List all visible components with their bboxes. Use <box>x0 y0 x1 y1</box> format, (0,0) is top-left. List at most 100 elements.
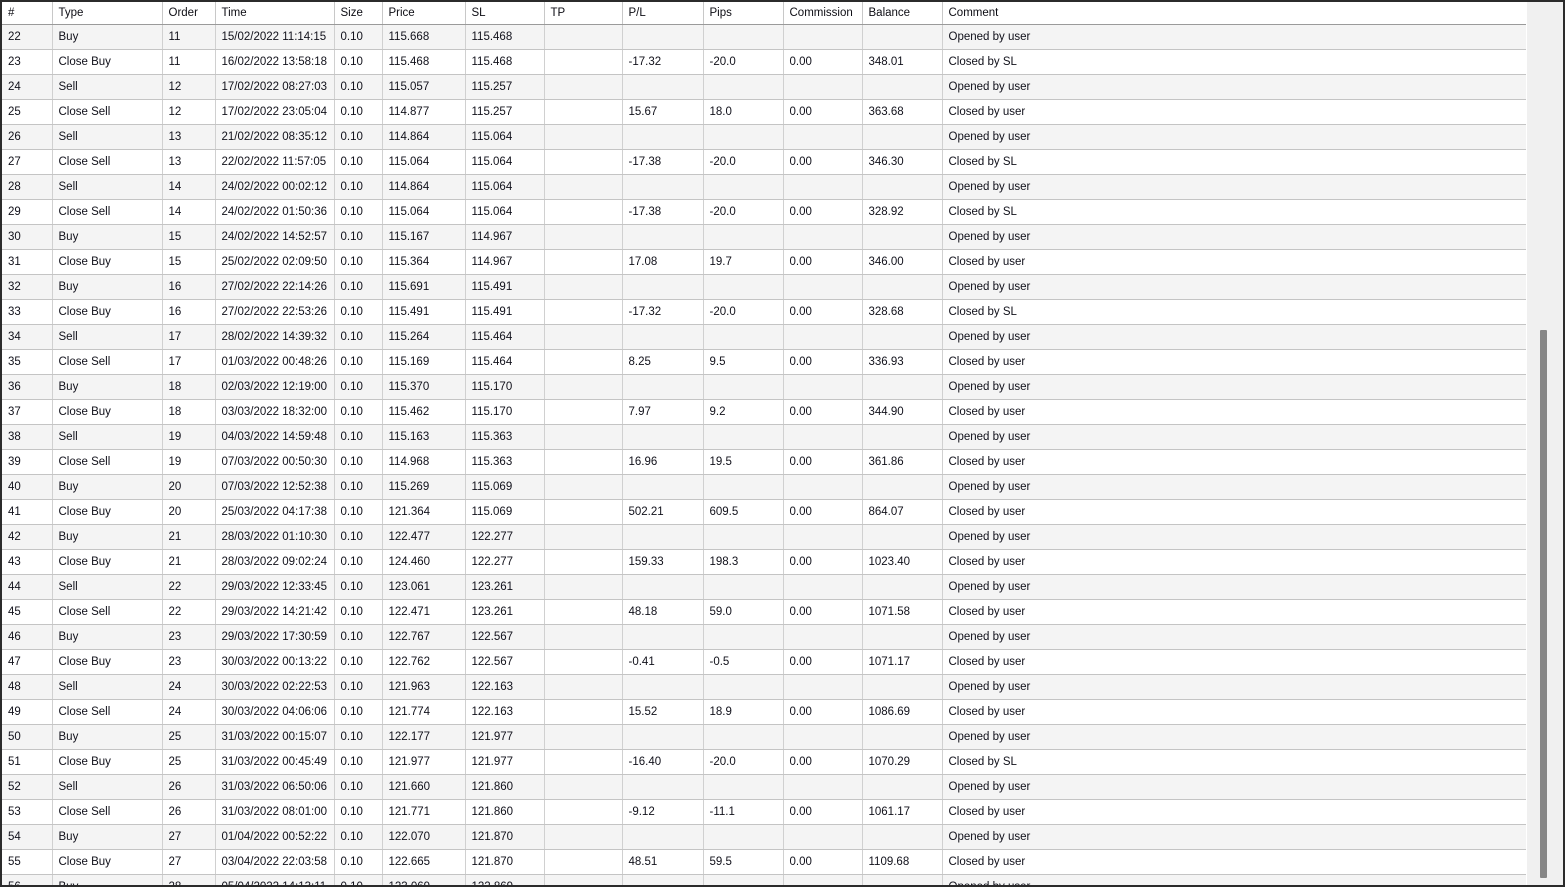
cell-tp <box>544 249 623 275</box>
cell-num: 36 <box>2 374 53 400</box>
table-body: 22 Buy 11 15/02/2022 11:14:15 0.10 115.668 115… <box>2 24 1527 885</box>
cell-price: 122.477 <box>382 524 466 550</box>
table-row[interactable]: 33 Close Buy 16 27/02/2022 22:53:26 0.10 115.… <box>2 299 1527 325</box>
table-row[interactable]: 38 Sell 19 04/03/2022 14:59:48 0.10 115.163 11… <box>2 424 1527 450</box>
scrollbar-page-down-track[interactable] <box>1527 878 1563 885</box>
scrollbar-page-up-track[interactable] <box>1527 2 1563 330</box>
table-row[interactable]: 29 Close Sell 14 24/02/2022 01:50:36 0.10 115… <box>2 199 1527 225</box>
cell-balance: 1071.58 <box>862 599 943 625</box>
cell-type: Close Sell <box>52 449 163 475</box>
table-row[interactable]: 44 Sell 22 29/03/2022 12:33:45 0.10 123.061 12… <box>2 574 1527 600</box>
column-header-balance[interactable]: Balance <box>862 2 943 25</box>
table-row[interactable]: 45 Close Sell 22 29/03/2022 14:21:42 0.10 122… <box>2 599 1527 625</box>
table-row[interactable]: 27 Close Sell 13 22/02/2022 11:57:05 0.10 115… <box>2 149 1527 175</box>
column-header-price[interactable]: Price <box>382 2 466 25</box>
table-row[interactable]: 49 Close Sell 24 30/03/2022 04:06:06 0.10 121… <box>2 699 1527 725</box>
cell-comm <box>783 774 863 800</box>
cell-balance <box>862 874 943 885</box>
cell-price: 123.061 <box>382 574 466 600</box>
cell-num: 29 <box>2 199 53 225</box>
column-header-time[interactable]: Time <box>215 2 335 25</box>
column-header-pl[interactable]: P/L <box>622 2 704 25</box>
column-header-num[interactable]: # <box>2 2 53 25</box>
table-row[interactable]: 48 Sell 24 30/03/2022 02:22:53 0.10 121.963 12… <box>2 674 1527 700</box>
table-row[interactable]: 37 Close Buy 18 03/03/2022 18:32:00 0.10 115.… <box>2 399 1527 425</box>
cell-sl: 121.860 <box>465 774 545 800</box>
table-row[interactable]: 28 Sell 14 24/02/2022 00:02:12 0.10 114.864 11… <box>2 174 1527 200</box>
table-row[interactable]: 24 Sell 12 17/02/2022 08:27:03 0.10 115.057 11… <box>2 74 1527 100</box>
table-row[interactable]: 36 Buy 18 02/03/2022 12:19:00 0.10 115.370 115… <box>2 374 1527 400</box>
cell-time: 01/04/2022 00:52:22 <box>215 824 335 850</box>
table-row[interactable]: 52 Sell 26 31/03/2022 06:50:06 0.10 121.660 12… <box>2 774 1527 800</box>
column-header-comment[interactable]: Comment <box>942 2 1527 25</box>
table-row[interactable]: 26 Sell 13 21/02/2022 08:35:12 0.10 114.864 11… <box>2 124 1527 150</box>
cell-balance: 361.86 <box>862 449 943 475</box>
table-row[interactable]: 56Buy2805/04/2022 14:13:110.10123.069122… <box>2 874 1527 885</box>
cell-comment: Closed by SL <box>942 49 1527 75</box>
table-row[interactable]: 51 Close Buy 25 31/03/2022 00:45:49 0.10 121.… <box>2 749 1527 775</box>
column-header-tp[interactable]: TP <box>544 2 623 25</box>
table-row[interactable]: 54 Buy 27 01/04/2022 00:52:22 0.10 122.070 121… <box>2 824 1527 850</box>
table-row[interactable]: 53 Close Sell 26 31/03/2022 08:01:00 0.10 121… <box>2 799 1527 825</box>
cell-pl: -17.38 <box>622 149 704 175</box>
column-header-comm[interactable]: Commission <box>783 2 863 25</box>
cell-comment: Opened by user <box>942 824 1527 850</box>
cell-tp <box>544 224 623 250</box>
table-row[interactable]: 30 Buy 15 24/02/2022 14:52:57 0.10 115.167 114… <box>2 224 1527 250</box>
cell-time: 28/03/2022 01:10:30 <box>215 524 335 550</box>
table-row[interactable]: 25 Close Sell 12 17/02/2022 23:05:04 0.10 114… <box>2 99 1527 125</box>
cell-order: 22 <box>162 599 216 625</box>
column-header-pips[interactable]: Pips <box>703 2 784 25</box>
table-row[interactable]: 31 Close Buy 15 25/02/2022 02:09:50 0.10 115.… <box>2 249 1527 275</box>
column-header-size[interactable]: Size <box>334 2 383 25</box>
table-row[interactable]: 46 Buy 23 29/03/2022 17:30:59 0.10 122.767 122… <box>2 624 1527 650</box>
cell-type: Close Buy <box>52 399 163 425</box>
table-row[interactable]: 39 Close Sell 19 07/03/2022 00:50:30 0.10 114… <box>2 449 1527 475</box>
cell-order: 17 <box>162 349 216 375</box>
cell-tp <box>544 724 623 750</box>
cell-type: Buy <box>52 874 163 885</box>
table-row[interactable]: 47 Close Buy 23 30/03/2022 00:13:22 0.10 122.… <box>2 649 1527 675</box>
table-row[interactable]: 41 Close Buy 20 25/03/2022 04:17:38 0.10 121.… <box>2 499 1527 525</box>
cell-tp <box>544 49 623 75</box>
cell-pips <box>703 474 784 500</box>
cell-tp <box>544 849 623 875</box>
cell-num: 38 <box>2 424 53 450</box>
cell-price: 114.864 <box>382 124 466 150</box>
table-row[interactable]: 50 Buy 25 31/03/2022 00:15:07 0.10 122.177 121… <box>2 724 1527 750</box>
column-header-type[interactable]: Type <box>52 2 163 25</box>
table-row[interactable]: 35 Close Sell 17 01/03/2022 00:48:26 0.10 115… <box>2 349 1527 375</box>
scrollbar-thumb[interactable] <box>1540 330 1547 878</box>
cell-comment: Closed by SL <box>942 749 1527 775</box>
cell-size: 0.10 <box>334 424 383 450</box>
table-row[interactable]: 22 Buy 11 15/02/2022 11:14:15 0.10 115.668 115… <box>2 24 1527 50</box>
cell-sl: 115.064 <box>465 124 545 150</box>
table-row[interactable]: 42 Buy 21 28/03/2022 01:10:30 0.10 122.477 122… <box>2 524 1527 550</box>
cell-num: 31 <box>2 249 53 275</box>
cell-time: 17/02/2022 23:05:04 <box>215 99 335 125</box>
table-row[interactable]: 43 Close Buy 21 28/03/2022 09:02:24 0.10 124.… <box>2 549 1527 575</box>
cell-order: 15 <box>162 224 216 250</box>
vertical-scrollbar[interactable] <box>1526 2 1563 885</box>
table-row[interactable]: 23 Close Buy 11 16/02/2022 13:58:18 0.10 115.… <box>2 49 1527 75</box>
table-row[interactable]: 32 Buy 16 27/02/2022 22:14:26 0.10 115.691 115… <box>2 274 1527 300</box>
cell-pl <box>622 424 704 450</box>
cell-balance <box>862 674 943 700</box>
cell-pips <box>703 24 784 50</box>
cell-comment: Opened by user <box>942 574 1527 600</box>
cell-pl: 502.21 <box>622 499 704 525</box>
column-header-sl[interactable]: SL <box>465 2 545 25</box>
table-row[interactable]: 34 Sell 17 28/02/2022 14:39:32 0.10 115.264 11… <box>2 324 1527 350</box>
table-row[interactable]: 40 Buy 20 07/03/2022 12:52:38 0.10 115.269 115… <box>2 474 1527 500</box>
column-header-order[interactable]: Order <box>162 2 216 25</box>
table-row[interactable]: 55 Close Buy 27 03/04/2022 22:03:58 0.10 122.… <box>2 849 1527 875</box>
cell-pl <box>622 24 704 50</box>
cell-size: 0.10 <box>334 199 383 225</box>
cell-comment: Closed by user <box>942 349 1527 375</box>
cell-balance <box>862 524 943 550</box>
cell-comm: 0.00 <box>783 549 863 575</box>
cell-pips: -11.1 <box>703 799 784 825</box>
cell-size: 0.10 <box>334 449 383 475</box>
cell-pips <box>703 824 784 850</box>
cell-price: 121.771 <box>382 799 466 825</box>
